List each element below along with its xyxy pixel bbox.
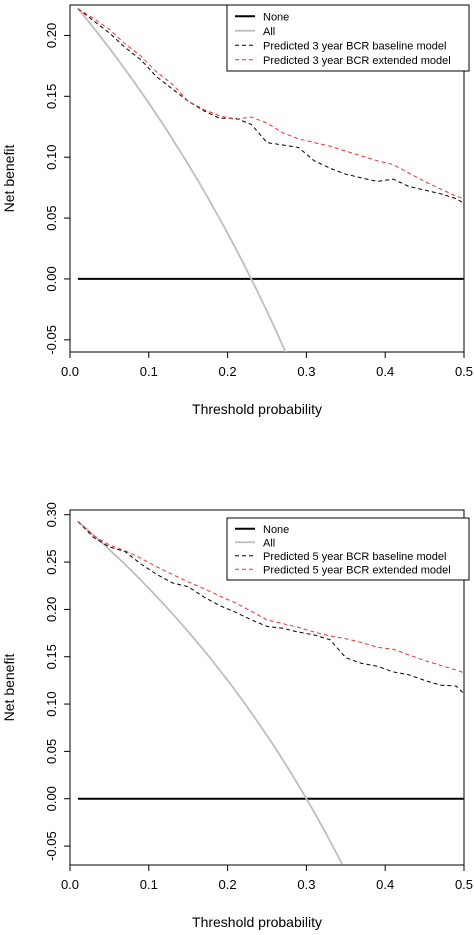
x-tick-label: 0.5 (455, 877, 473, 892)
legend: None All Predicted 3 year BCR baseline mod… (226, 4, 470, 72)
chart-panel-1: 0.0 0.1 0.2 0.3 0.4 0.5 -0.05 0.00 0.05 0.10 0.15 0… (1, 4, 473, 417)
x-axis-title: Threshold probability (192, 914, 322, 930)
y-tick-label: 0.20 (44, 23, 59, 48)
x-tick-label: 0.1 (140, 877, 158, 892)
x-tick-label: 0.1 (140, 364, 158, 379)
legend-label: Predicted 3 year BCR baseline model (263, 40, 446, 52)
y-tick-label: 0.05 (44, 205, 59, 230)
y-tick-label: 0.25 (44, 549, 59, 574)
legend-box (226, 4, 470, 72)
x-tick-label: 0.2 (219, 877, 237, 892)
legend-label: All (263, 26, 275, 38)
x-tick-label: 0.5 (455, 364, 473, 379)
legend-label: Predicted 5 year BCR baseline model (263, 551, 446, 563)
y-tick-label: 0.00 (44, 266, 59, 291)
series-line-all (77, 520, 343, 865)
x-tick-label: 0.4 (376, 364, 394, 379)
series-line-predicted-5-year-bcr-baseline-model (77, 521, 464, 695)
legend-label: All (263, 537, 275, 549)
legend-label: Predicted 3 year BCR extended model (263, 55, 451, 67)
y-tick-label: -0.05 (44, 831, 59, 861)
legend-box (226, 517, 470, 581)
y-axis-title: Net benefit (1, 654, 17, 722)
legend-label: None (263, 11, 289, 23)
y-tick-label: 0.30 (44, 502, 59, 527)
y-tick-label: 0.20 (44, 597, 59, 622)
series-line-predicted-3-year-bcr-baseline-model (77, 8, 464, 204)
series-line-all (77, 7, 287, 352)
x-axis-title: Threshold probability (192, 401, 322, 417)
y-tick-label: 0.10 (44, 691, 59, 716)
y-tick-label: 0.15 (44, 84, 59, 109)
y-tick-label: 0.15 (44, 644, 59, 669)
legend-label: None (263, 524, 289, 536)
plot-series-group (77, 520, 464, 865)
y-tick-label: -0.05 (44, 325, 59, 355)
series-line-predicted-5-year-bcr-extended-model (77, 521, 464, 674)
x-tick-label: 0.3 (297, 364, 315, 379)
y-tick-label: 0.10 (44, 145, 59, 170)
x-tick-label: 0.0 (61, 364, 79, 379)
y-axis-title: Net benefit (1, 145, 17, 213)
plot-frame (69, 509, 465, 866)
chart-panel-2: 0.0 0.1 0.2 0.3 0.4 0.5 -0.05 0.00 0.05 0.10 0.15 0… (1, 502, 473, 930)
x-tick-label: 0.4 (376, 877, 394, 892)
y-tick-label: 0.05 (44, 739, 59, 764)
plot-series-group (77, 7, 464, 352)
y-tick-label: 0.00 (44, 786, 59, 811)
x-tick-label: 0.2 (219, 364, 237, 379)
x-tick-label: 0.0 (61, 877, 79, 892)
x-tick-label: 0.3 (297, 877, 315, 892)
legend-label: Predicted 5 year BCR extended model (263, 564, 451, 576)
